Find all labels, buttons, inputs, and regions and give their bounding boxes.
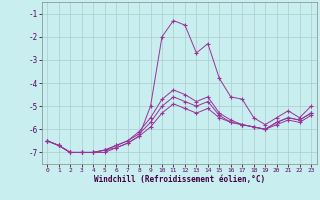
X-axis label: Windchill (Refroidissement éolien,°C): Windchill (Refroidissement éolien,°C): [94, 175, 265, 184]
